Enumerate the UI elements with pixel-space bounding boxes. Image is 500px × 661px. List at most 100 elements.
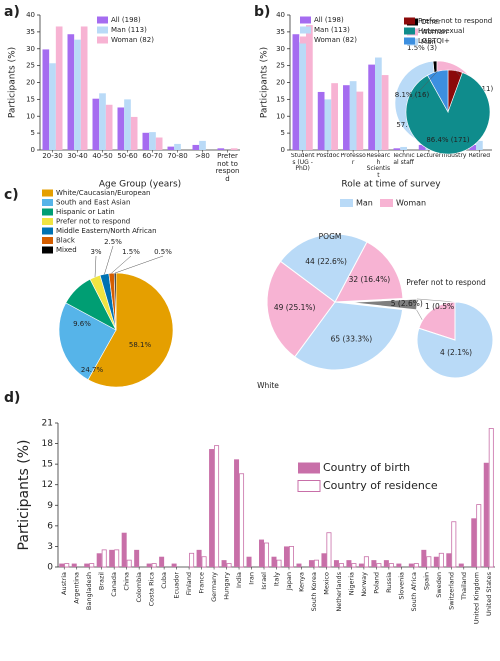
pie-slice	[294, 301, 404, 371]
x-tick-label-box: 70-80	[167, 153, 188, 160]
bar	[338, 563, 344, 568]
panel-label: c)	[4, 187, 19, 203]
legend-label: Woman (82)	[314, 36, 357, 44]
legend-label: Hispanic or Latin	[56, 208, 115, 216]
legend-swatch	[42, 189, 53, 197]
y-tick-label: 30	[26, 45, 35, 53]
bar	[130, 116, 138, 150]
bar	[343, 85, 350, 150]
x-tick-label: Technical staff	[392, 153, 415, 166]
legend-swatch	[97, 26, 108, 34]
x-tick-label-box: 60-70	[142, 153, 162, 160]
bar	[296, 563, 302, 567]
legend-label: Country of residence	[323, 479, 438, 492]
x-tick-label: Austria	[60, 572, 68, 595]
x-tick-label-box: 30-40	[67, 153, 87, 160]
y-tick-label: 0	[47, 563, 53, 573]
bar	[358, 563, 364, 567]
slice-label: 0.5%	[154, 248, 172, 256]
group-label: POGM	[319, 232, 342, 241]
x-tick-label: Colombia	[135, 572, 143, 603]
x-tick-label: Students (UG - PhD)	[290, 153, 315, 173]
bar	[375, 57, 382, 150]
y-tick-label: 12	[42, 480, 53, 490]
slice-label: 44 (22.6%)	[305, 257, 347, 266]
slice-label: 4 (2.1%)	[440, 348, 472, 357]
bar	[292, 34, 300, 150]
x-tick-label: Slovenia	[397, 572, 405, 600]
bar	[321, 553, 327, 567]
bar	[246, 556, 252, 567]
x-tick-label-box: Students (UG - PhD)	[290, 153, 315, 173]
bar	[408, 563, 414, 567]
bar	[326, 532, 332, 568]
bar	[381, 75, 389, 150]
bar	[126, 559, 132, 568]
x-tick-label: Cuba	[160, 572, 168, 589]
x-tick-label: France	[198, 572, 206, 594]
bar	[226, 563, 232, 568]
x-tick-label: Research Scientist	[366, 153, 391, 179]
slice-label: 86.4% (171)	[426, 136, 470, 144]
y-tick-label: 0	[31, 146, 35, 154]
x-axis-label: Age Group (years)	[99, 180, 181, 190]
bar	[413, 563, 419, 568]
y-axis-label: Participants (%)	[8, 47, 18, 118]
bar	[151, 563, 157, 568]
x-tick-label: 50-60	[117, 153, 138, 160]
legend-label: Heterosexual	[418, 27, 464, 35]
x-axis-label: Role at time of survey	[341, 180, 441, 190]
x-tick-label: >80	[195, 153, 210, 160]
bar	[313, 559, 319, 568]
x-tick-label: Kenya	[297, 572, 305, 592]
bar	[476, 140, 483, 150]
x-tick-label-box: Technical staff	[392, 153, 415, 166]
x-tick-label: Hungary	[223, 572, 231, 600]
legend-label: South and East Asian	[56, 199, 130, 207]
bar	[121, 532, 127, 567]
x-tick-label: 70-80	[167, 153, 188, 160]
bar	[55, 26, 63, 151]
x-tick-label-box: Industry	[442, 153, 467, 159]
bar	[155, 137, 163, 150]
bar	[64, 563, 70, 568]
detail-slice	[416, 301, 494, 379]
legend-label: Woman	[396, 199, 426, 208]
x-tick-label: Prefer not to respond	[215, 153, 240, 184]
bar	[259, 539, 265, 567]
bar	[174, 143, 181, 150]
bar	[209, 449, 215, 567]
leader-line	[104, 245, 114, 275]
panel-label: a)	[4, 4, 20, 20]
bar	[383, 560, 389, 567]
bar	[84, 563, 90, 567]
legend-label: Man (113)	[111, 26, 147, 34]
y-tick-label: 0	[281, 146, 285, 154]
bar	[396, 563, 402, 567]
panel-label: b)	[254, 4, 270, 20]
y-tick-label: 3	[47, 542, 53, 552]
x-tick-label: United States	[485, 571, 493, 616]
bar	[59, 563, 65, 567]
x-tick-label: Costa Rica	[148, 572, 156, 606]
x-tick-label: Mexico	[322, 572, 330, 595]
bar	[483, 462, 489, 567]
bar	[124, 99, 131, 150]
legend-swatch	[300, 26, 311, 34]
legend-label: All (198)	[314, 16, 344, 24]
bar	[438, 552, 444, 568]
y-axis-label: Participants (%)	[16, 440, 32, 551]
bar	[368, 64, 376, 150]
slice-label: 1.5% (3)	[407, 44, 437, 52]
bar	[349, 81, 357, 150]
x-tick-label: Retired	[468, 153, 491, 159]
slice-label: 58.1%	[129, 341, 152, 349]
x-tick-label: China	[123, 572, 131, 591]
x-tick-label: Nigeria	[347, 572, 355, 595]
bar	[333, 560, 339, 567]
x-tick-label: Israel	[260, 572, 268, 590]
x-tick-label: India	[235, 572, 243, 588]
legend-label: Woman (82)	[111, 36, 154, 44]
slice-label: 5 (2.6%)	[391, 299, 423, 308]
